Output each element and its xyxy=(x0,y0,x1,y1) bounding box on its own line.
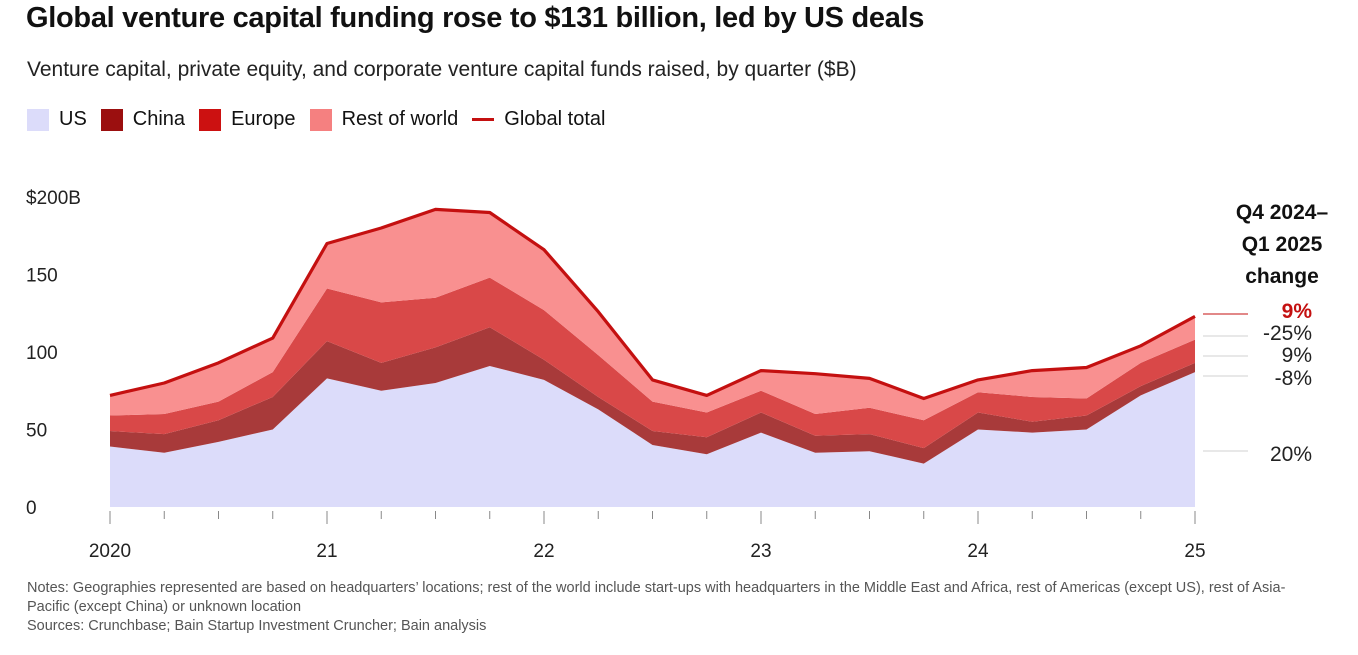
change-rest-of-world: -25% xyxy=(1263,322,1312,345)
notes-text: Notes: Geographies represented are based… xyxy=(27,580,1286,615)
change-header-line: Q4 2024– xyxy=(1236,201,1329,224)
area-europe xyxy=(110,277,1195,449)
x-tick-label: 22 xyxy=(533,541,554,562)
legend-item-us: US xyxy=(27,108,87,131)
legend-swatch-us xyxy=(27,108,49,131)
legend-item-china: China xyxy=(100,108,186,131)
legend-item-rest-of-world: Rest of world xyxy=(309,108,459,131)
legend-label-us: US xyxy=(59,108,87,130)
legend-swatch-china xyxy=(100,108,123,131)
legend-swatch-global-total xyxy=(472,118,495,121)
sources-text: Sources: Crunchbase; Bain Startup Invest… xyxy=(27,618,487,634)
legend-label-global-total: Global total xyxy=(504,108,606,130)
change-china: -8% xyxy=(1275,367,1312,390)
y-tick-label: 0 xyxy=(26,498,37,519)
x-tick-label: 24 xyxy=(967,541,989,562)
change-global-total: 9% xyxy=(1282,300,1313,323)
y-tick-label: 150 xyxy=(26,266,58,287)
area-china xyxy=(110,327,1195,464)
x-tick-label: 21 xyxy=(316,541,337,562)
legend-item-europe: Europe xyxy=(199,108,296,131)
y-tick-label: 50 xyxy=(26,421,47,442)
x-tick-label: 23 xyxy=(750,541,771,562)
y-tick-label: $200B xyxy=(26,188,81,209)
change-header-line: Q1 2025 xyxy=(1242,233,1323,256)
x-tick-label: 25 xyxy=(1184,541,1205,562)
legend: US China Europe Rest of world Global tot… xyxy=(27,108,619,131)
chart-title: Global venture capital funding rose to $… xyxy=(26,2,925,34)
legend-label-china: China xyxy=(132,108,186,130)
area-us xyxy=(110,365,1195,507)
global-total-line xyxy=(109,207,1196,401)
change-header-line: change xyxy=(1245,265,1319,288)
y-tick-label: 100 xyxy=(26,343,58,364)
legend-label-europe: Europe xyxy=(231,108,296,130)
change-europe: 9% xyxy=(1282,344,1312,367)
x-tick-label: 2020 xyxy=(89,541,131,562)
notes: Notes: Geographies represented are based… xyxy=(27,579,1327,636)
chart-subtitle: Venture capital, private equity, and cor… xyxy=(27,58,857,81)
legend-swatch-rest-of-world xyxy=(309,108,332,131)
legend-label-rest-of-world: Rest of world xyxy=(341,108,459,130)
legend-swatch-europe xyxy=(199,108,222,131)
change-us: 20% xyxy=(1270,443,1312,466)
area-rest-of-world xyxy=(110,209,1195,421)
legend-item-global-total: Global total xyxy=(472,108,605,131)
